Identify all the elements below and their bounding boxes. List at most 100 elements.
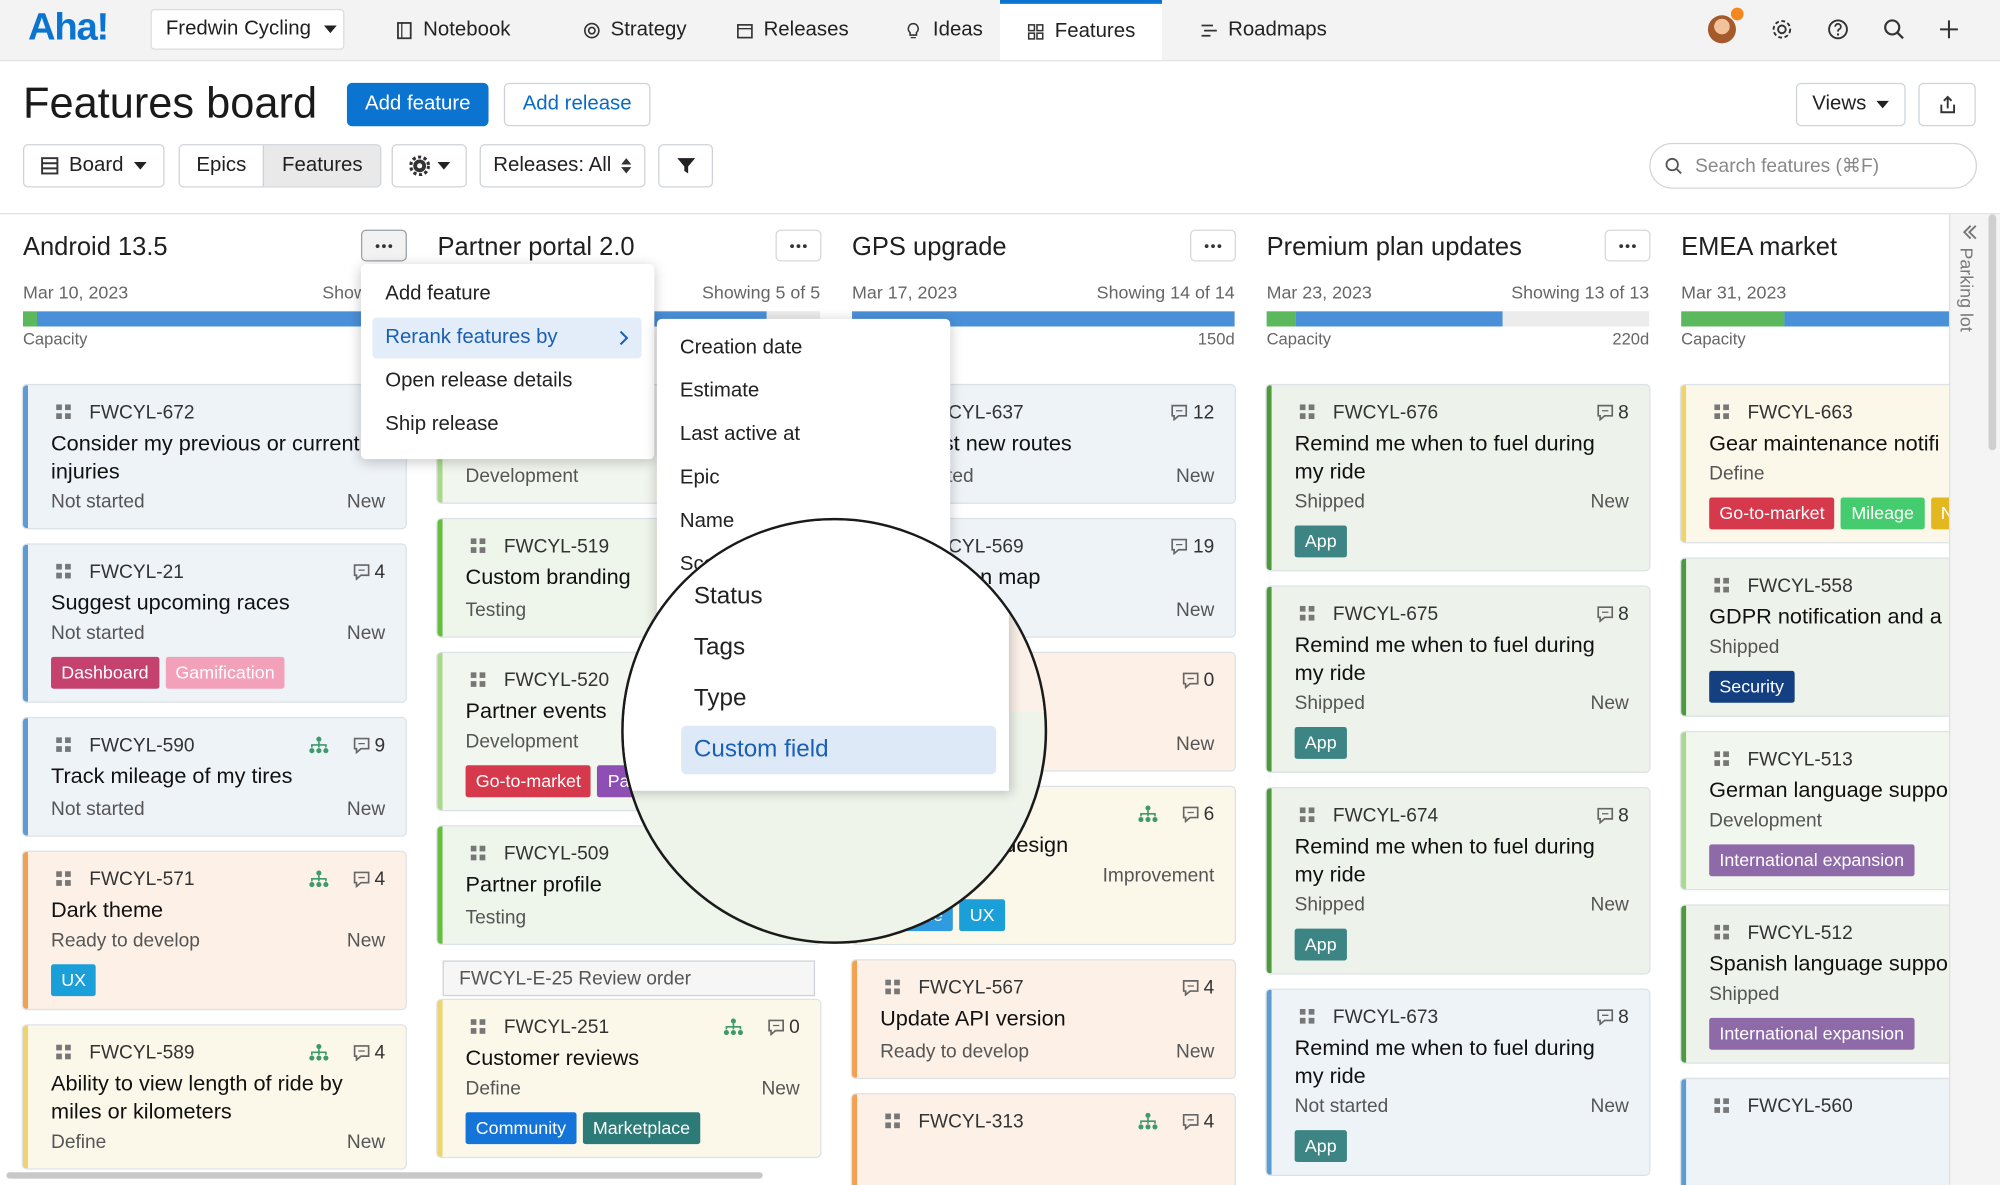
caret-part (133, 161, 147, 170)
board-icon (41, 157, 59, 175)
drag-handle (1714, 1098, 1729, 1113)
settings-button[interactable] (391, 144, 467, 188)
add-release-button[interactable]: Add release (503, 82, 651, 127)
feature-card[interactable]: FWCYL-567 4 Update API version Ready to dev… (852, 960, 1235, 1078)
magnified-item[interactable]: Tags (693, 633, 746, 661)
drag-handle-part (470, 547, 477, 553)
nav-tab[interactable]: Ideas (893, 0, 995, 60)
share-icon-part (1939, 95, 1955, 114)
submenu-item[interactable]: Last active at (679, 423, 801, 446)
drag-handle-part (1714, 404, 1721, 411)
search-icon[interactable] (1883, 18, 1906, 41)
drag-handle-part (470, 845, 477, 852)
feature-card[interactable]: FWCYL-558 GDPR notification and a Shipped S… (1681, 558, 2000, 716)
feature-card[interactable]: FWCYL-313 4 (852, 1094, 1235, 1185)
magnified-item[interactable]: Type (693, 684, 747, 712)
nav-tab[interactable]: Features (999, 0, 1162, 60)
settings-icon[interactable] (1770, 18, 1793, 41)
comment-count: 12 (1193, 401, 1215, 423)
feature-card[interactable]: FWCYL-251 0 Customer reviews Define New Commu… (437, 999, 821, 1157)
board-button[interactable]: Board (22, 144, 165, 188)
toggle-option[interactable]: Features (262, 145, 381, 187)
feature-card[interactable]: FWCYL-673 8 Remind me when to fuel during … (1266, 989, 1650, 1175)
tag-row: Dashboard Gamification (51, 656, 385, 689)
hierarchy-icon-part (1151, 1124, 1158, 1130)
drag-handle-part (56, 1044, 62, 1051)
drag-handle-part (1723, 577, 1729, 584)
share-button[interactable] (1918, 82, 1976, 127)
feature-card[interactable]: FWCYL-21 4 Suggest upcoming races Not start… (22, 544, 406, 702)
feature-card[interactable]: FWCYL-512 Spanish language suppo Shipped In… (1681, 905, 2000, 1063)
nav-tab[interactable]: Roadmaps (1190, 0, 1337, 60)
hierarchy-icon (308, 870, 329, 888)
submenu-item[interactable]: Creation date (679, 336, 803, 359)
epic-header[interactable]: FWCYL-E-25 Review order (442, 960, 816, 997)
logo[interactable]: Aha! (28, 6, 109, 49)
capacity-segment (1295, 311, 1502, 327)
feature-title: Remind me when to fuel during my ride (1294, 632, 1595, 685)
column-menu-button[interactable] (1190, 229, 1236, 262)
column-menu-button[interactable] (360, 229, 407, 262)
feature-card[interactable]: FWCYL-513 German language suppo Developmen… (1681, 732, 2000, 890)
feature-title: Gear maintenance notifi (1709, 431, 1940, 456)
feature-card[interactable]: FWCYL-589 4 Ability to view length of ride… (22, 1025, 406, 1169)
showing-count: Showing 14 of 14 (1096, 281, 1235, 303)
views-button[interactable]: Views (1795, 82, 1906, 127)
magnified-item[interactable]: Custom field (681, 725, 997, 775)
menu-item[interactable]: Open release details (372, 361, 641, 402)
menu-item[interactable]: Ship release (372, 404, 641, 445)
drag-handle-part (56, 563, 71, 579)
release-date: Mar 23, 2023 (1266, 281, 1372, 303)
feature-status: Shipped (1709, 983, 1780, 1006)
tag-row: International expansion (1709, 1017, 2000, 1050)
feature-card[interactable]: FWCYL-560 (1681, 1079, 2000, 1185)
comment-icon (1595, 807, 1614, 824)
feature-card[interactable]: FWCYL-675 8 Remind me when to fuel during … (1266, 586, 1650, 772)
help-icon[interactable] (1827, 18, 1850, 41)
feature-card[interactable]: FWCYL-672 Consider my previous or current… (22, 385, 406, 529)
drag-handle-part (1714, 933, 1721, 940)
drag-handle-part (885, 988, 891, 995)
drag-handle (56, 404, 71, 420)
tag-row: UX (51, 964, 385, 997)
share-icon-part (1939, 104, 1955, 114)
magnified-item[interactable]: Status (693, 582, 763, 610)
filter-button[interactable] (658, 144, 714, 188)
drag-handle (470, 845, 486, 861)
toggle-option[interactable]: Epics (179, 145, 263, 187)
avatar[interactable] (1707, 15, 1736, 44)
nav-tab[interactable]: Notebook (383, 0, 523, 60)
caret-part (323, 25, 337, 34)
submenu-item[interactable]: Epic (679, 466, 720, 489)
comment-count: 8 (1618, 401, 1629, 423)
capacity-remaining: 150d (1197, 329, 1235, 349)
menu-item[interactable]: Rerank features by (372, 317, 642, 359)
menu-item-label: Ship release (385, 413, 499, 435)
tag: UX (51, 964, 97, 997)
menu-item[interactable]: Add feature (372, 274, 641, 315)
releases-filter[interactable]: Releases: All (479, 144, 646, 188)
add-feature-button[interactable]: Add feature (346, 82, 489, 127)
drag-handle (470, 672, 486, 687)
feature-card[interactable]: FWCYL-674 8 Remind me when to fuel during … (1266, 788, 1650, 974)
hierarchy-icon-part (315, 882, 321, 888)
add-icon[interactable] (1937, 18, 1960, 41)
workspace-select[interactable]: Fredwin Cycling (150, 8, 345, 50)
search-box[interactable]: Search features (⌘F) (1649, 142, 1978, 189)
comment-icon (1181, 979, 1200, 996)
nav-tab[interactable]: Releases (726, 0, 859, 60)
feature-card[interactable]: FWCYL-676 8 Remind me when to fuel during … (1266, 385, 1650, 571)
feature-card[interactable]: FWCYL-571 4 Dark theme Ready to develop New U… (22, 852, 406, 1009)
hierarchy-icon-part (1139, 810, 1156, 817)
submenu-item[interactable]: Estimate (679, 380, 760, 402)
feature-id: FWCYL-513 (1747, 748, 1853, 770)
view-toggle: Epics Features (178, 144, 382, 188)
parking-lot-panel[interactable]: Parking lot (1948, 214, 2000, 1185)
nav-tab[interactable]: Strategy (561, 0, 708, 60)
hierarchy-icon-part (322, 748, 329, 754)
column-menu-button[interactable] (775, 229, 822, 262)
column-menu-button[interactable] (1604, 229, 1651, 262)
feature-card[interactable]: FWCYL-590 9 Track mileage of my tires Not s… (22, 718, 406, 836)
caret-part (1876, 100, 1890, 109)
comment-icon (352, 1044, 371, 1061)
